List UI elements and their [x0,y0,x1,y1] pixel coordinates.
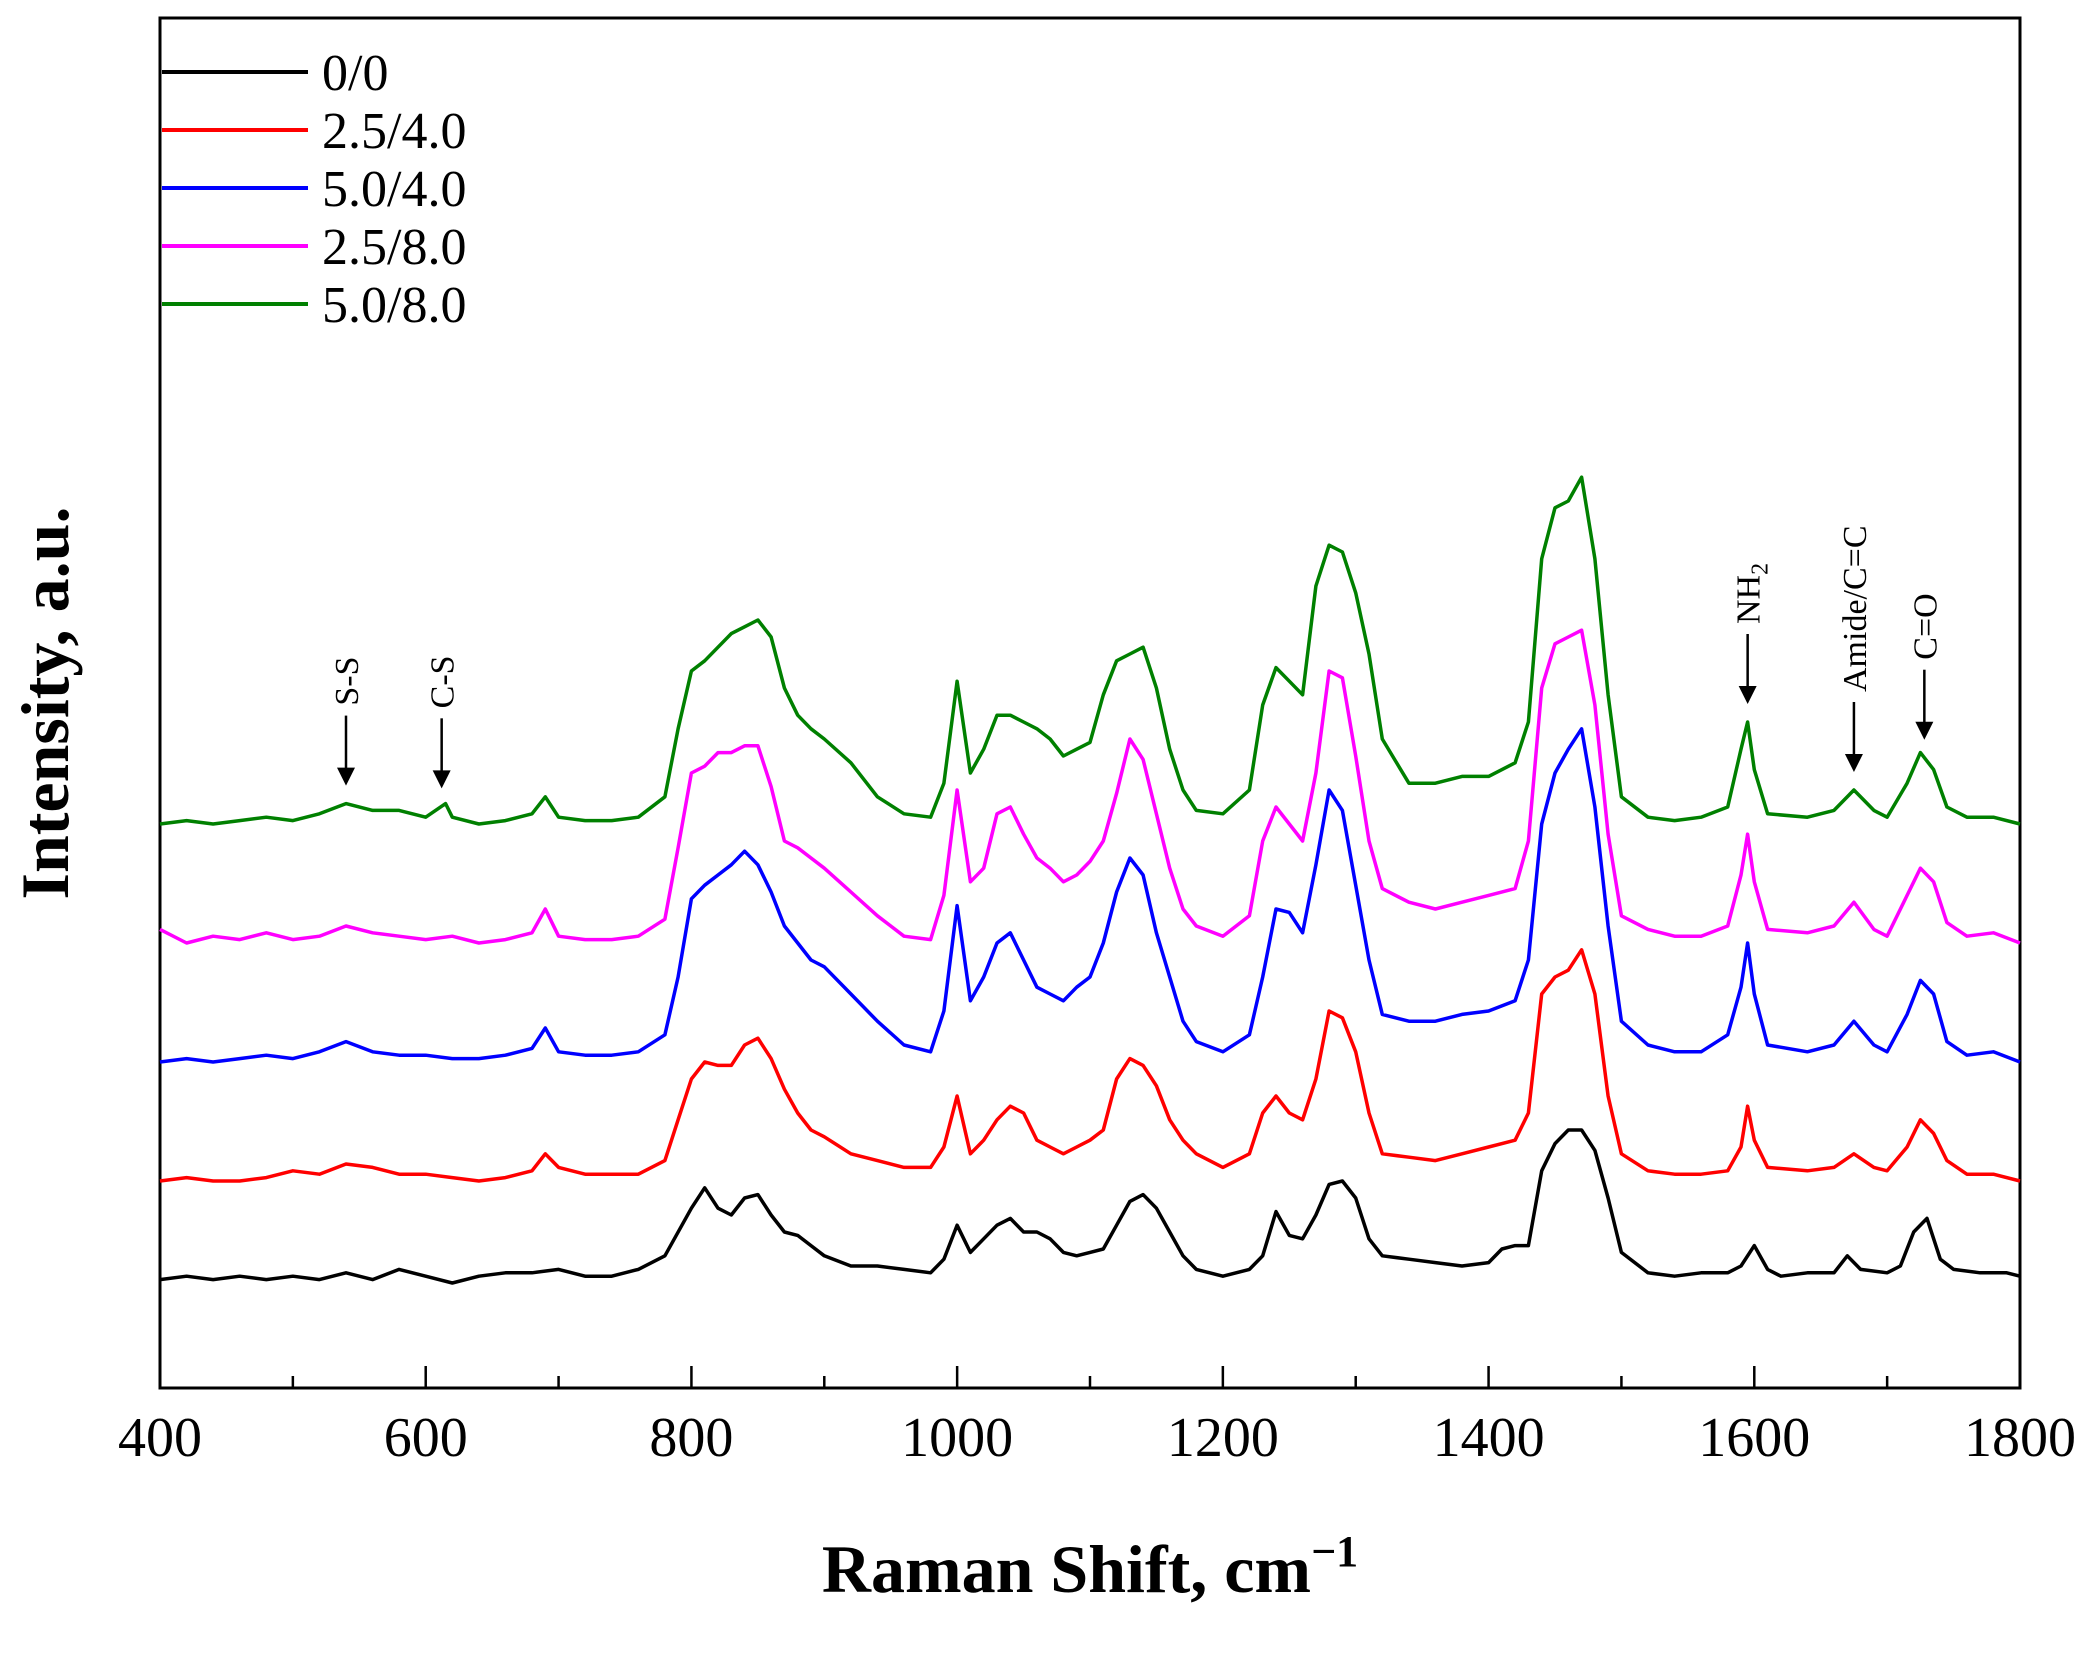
x-axis-title-main: Raman Shift, cm [822,1531,1311,1607]
annotation-arrow-head [432,770,451,789]
legend: 0/02.5/4.05.0/4.02.5/8.05.0/8.0 [162,45,466,334]
x-tick-label: 600 [384,1407,468,1469]
annotation-label: Amide/C=C [1837,525,1874,692]
x-axis-title: Raman Shift, cm−1 [822,1527,1358,1607]
annotation-arrow-head [1844,754,1863,772]
legend-label: 2.5/4.0 [322,103,466,160]
legend-label: 5.0/8.0 [322,277,466,334]
annotation-subscript: 2 [1748,563,1774,575]
series-lines [159,475,2021,1285]
annotation-arrow-head [337,767,355,786]
series-line-5-0-8-0 [159,475,2021,826]
series-line-2-5-4-0 [159,948,2021,1183]
x-tick-label: 400 [118,1407,202,1469]
annotation-label: S-S [329,656,366,705]
series-line-2-5-8-0 [159,628,2021,945]
x-tick-label: 800 [649,1407,733,1469]
series-line-5-0-4-0 [159,727,2021,1064]
peak-annotations: S-S C-S NH2 Amide/C=C C=O [329,525,1944,789]
series-line-0-0 [159,1128,2021,1285]
x-tick-label: 1200 [1167,1407,1279,1469]
x-tick-label: 1000 [901,1407,1013,1469]
x-axis-ticks [158,1366,2022,1388]
annotation-label: NH2 [1731,563,1774,624]
x-tick-label: 1800 [1964,1407,2076,1469]
annotation-arrow-head [1915,721,1934,740]
x-axis-tick-labels: 400 600 800 1000 1200 1400 1600 1800 [118,1407,2076,1469]
annotation-label: C-S [425,655,462,708]
annotation-arrow-head [1738,686,1757,704]
legend-label: 2.5/8.0 [322,219,466,276]
legend-label: 0/0 [322,45,388,102]
x-tick-label: 1600 [1698,1407,1810,1469]
x-axis-title-superscript: −1 [1311,1527,1358,1576]
legend-label: 5.0/4.0 [322,161,466,218]
y-axis-title: Intensity, a.u. [7,507,83,900]
annotation-label: C=O [1907,593,1944,659]
x-tick-label: 1400 [1433,1407,1545,1469]
